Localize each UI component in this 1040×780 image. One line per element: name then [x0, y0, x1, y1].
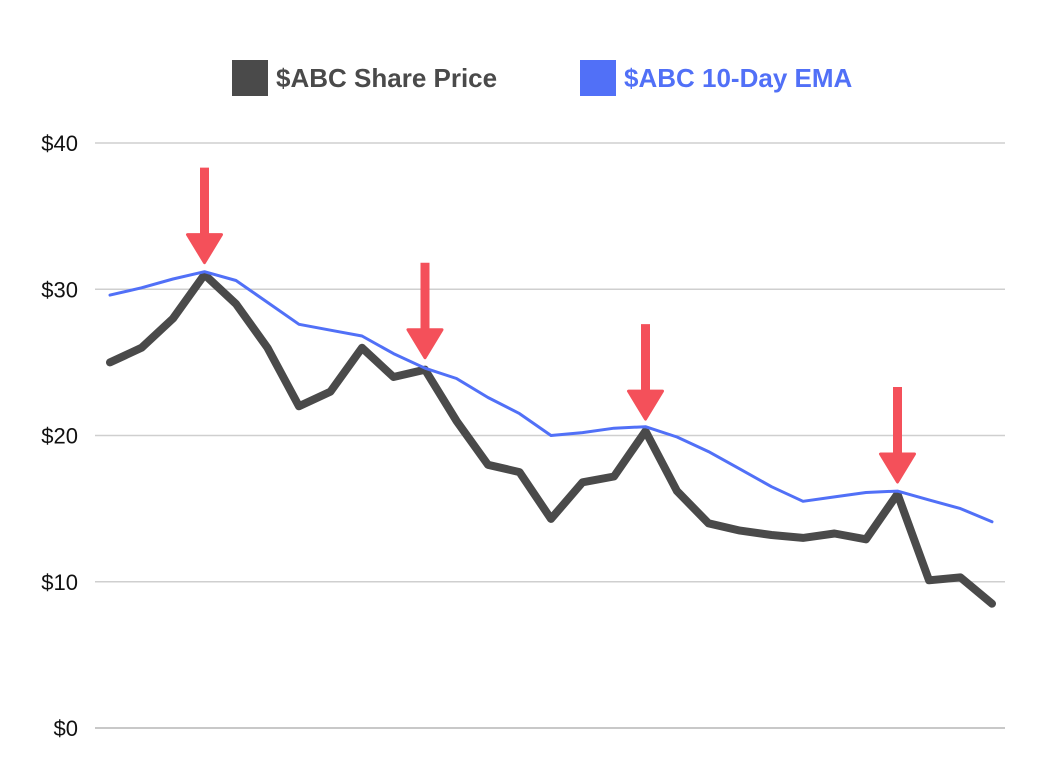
down-arrow-icon: [406, 262, 444, 360]
legend-swatch-share-price: [232, 60, 268, 96]
legend-label-share-price: $ABC Share Price: [276, 63, 497, 93]
legend: $ABC Share Price $ABC 10-Day EMA: [232, 60, 853, 96]
y-axis-ticks: $0 $10 $20 $30 $40: [41, 131, 78, 741]
y-tick-label: $20: [41, 424, 78, 449]
series-line-ema: [108, 270, 994, 524]
down-arrow-icon: [627, 324, 664, 421]
y-tick-label: $10: [41, 570, 78, 595]
series-line-share-price: [106, 270, 996, 608]
annotations: [186, 167, 916, 484]
y-tick-label: $30: [41, 277, 78, 302]
legend-label-ema: $ABC 10-Day EMA: [624, 63, 853, 93]
series-lines: [106, 270, 996, 608]
down-arrow-icon: [186, 167, 223, 265]
legend-swatch-ema: [580, 60, 616, 96]
y-tick-label: $40: [41, 131, 78, 156]
y-tick-label: $0: [54, 716, 78, 741]
down-arrow-icon: [879, 387, 916, 484]
